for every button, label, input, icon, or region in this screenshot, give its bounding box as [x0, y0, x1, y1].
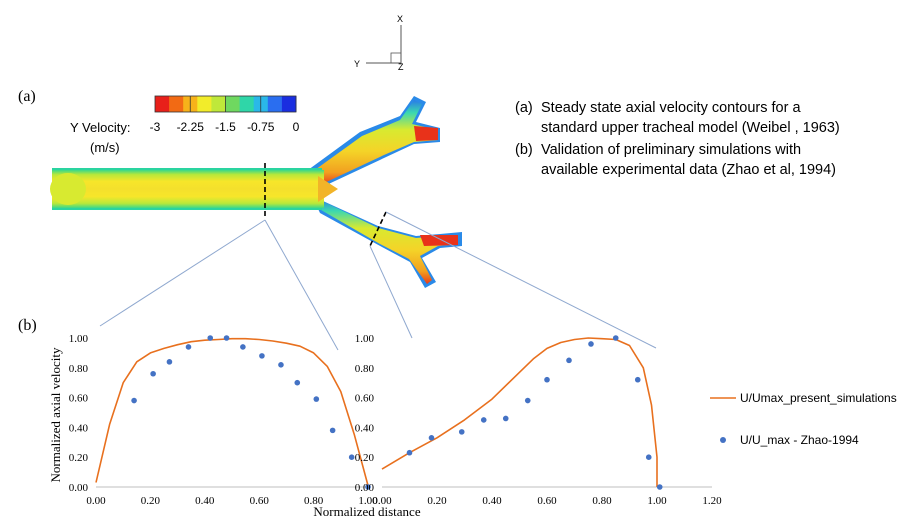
caption-item-b: (b) Validation of preliminary simulation… — [515, 140, 845, 180]
colorbar-cell — [267, 96, 283, 112]
caption-text-b: Validation of preliminary simulations wi… — [541, 142, 837, 178]
x-tick-label: 0.80 — [592, 495, 612, 507]
y-tick-label: 0.20 — [69, 452, 89, 464]
x-tick-label: 0.40 — [482, 495, 502, 507]
chart-left-ylabel: Normalized axial velocity — [48, 347, 63, 483]
panel-label-b: (b) — [18, 317, 37, 334]
y-tick-label: 0.00 — [355, 482, 375, 494]
x-tick-label: 0.60 — [537, 495, 557, 507]
series-point-experimental — [544, 376, 550, 383]
colorbar-cell — [239, 96, 255, 112]
y-tick-label: 1.00 — [355, 333, 375, 345]
x-tick-label: 0.60 — [250, 495, 270, 507]
axes-triad: X Y Z — [354, 14, 404, 72]
caption: (a) Steady state axial velocity contours… — [515, 98, 845, 182]
chart-left: 0.00 0.20 0.40 0.60 0.80 1.00 0.00 0.20 0.40 0.6… — [48, 333, 421, 519]
x-tick-label: 1.00 — [358, 495, 378, 507]
x-tick-label: 1.00 — [647, 495, 667, 507]
series-point-experimental — [502, 415, 509, 422]
series-point-experimental — [656, 484, 663, 490]
triad-x-label: X — [397, 14, 403, 24]
series-line-simulation — [381, 337, 658, 487]
series-point-experimental — [294, 379, 301, 386]
caption-item-a: (a) Steady state axial velocity contours… — [515, 98, 845, 138]
series-point-experimental — [278, 362, 284, 368]
colorbar-title: Y Velocity: — [70, 120, 130, 135]
series-point-experimental — [645, 454, 652, 461]
caption-tag-a: (a) — [515, 100, 533, 116]
y-tick-label: 0.80 — [355, 363, 375, 375]
colorbar-cell — [211, 96, 226, 112]
triad-z-label: Z — [398, 62, 404, 72]
colorbar-cell — [155, 96, 170, 112]
airway-contour-model — [50, 96, 657, 351]
x-tick-label: 1.20 — [702, 495, 722, 507]
colorbar-ticks: -3 -2.25 -1.5 -0.75 0 — [150, 120, 300, 134]
y-tick-label: 0.40 — [355, 422, 375, 434]
series-point-experimental — [259, 353, 265, 359]
series-point-experimental — [207, 335, 214, 341]
series-point-experimental — [634, 376, 641, 383]
colorbar-tick-label: -1.5 — [215, 120, 236, 134]
series-point-experimental — [480, 417, 487, 423]
x-tick-label: 0.40 — [195, 495, 215, 507]
legend-line-label: U/Umax_present_simulations — [740, 391, 897, 405]
colorbar: -3 -2.25 -1.5 -0.75 0 Y Velocity: (m/s) — [70, 95, 300, 155]
series-point-experimental — [612, 335, 619, 341]
y-tick-label: 0.60 — [69, 393, 89, 405]
series-point-experimental — [406, 449, 413, 456]
colorbar-tick-label: -3 — [150, 120, 161, 134]
series-point-experimental — [223, 335, 230, 341]
y-tick-label: 0.60 — [355, 393, 375, 405]
panel-label-a: (a) — [18, 88, 36, 105]
colorbar-frame — [154, 95, 297, 113]
colorbar-unit: (m/s) — [90, 140, 120, 155]
series-point-experimental — [240, 344, 246, 350]
series-point-experimental — [313, 396, 320, 402]
series-point-experimental — [458, 429, 465, 435]
colorbar-gradient — [154, 95, 297, 113]
chart-legend: U/Umax_present_simulations U/U_max - Zha… — [710, 391, 897, 447]
colorbar-cell — [197, 96, 212, 112]
y-tick-label: 0.40 — [69, 422, 89, 434]
colorbar-cell — [225, 96, 241, 112]
series-point-experimental — [566, 357, 572, 364]
x-tick-label: 0.00 — [372, 495, 392, 507]
section-line-branch — [369, 211, 387, 247]
x-tick-label: 0.20 — [141, 495, 161, 507]
series-point-experimental — [329, 427, 336, 434]
x-tick-label: 0.00 — [86, 495, 106, 507]
series-point-experimental — [166, 359, 173, 365]
triad-y-label: Y — [354, 59, 360, 69]
caption-text-a: Steady state axial velocity contours for… — [541, 100, 840, 136]
chart-left-xlabel: Normalized distance — [313, 504, 420, 519]
caption-tag-b: (b) — [515, 142, 533, 158]
colorbar-tick-label: -0.75 — [247, 120, 275, 134]
colorbar-cell — [169, 96, 184, 112]
series-point-experimental — [150, 370, 156, 377]
y-tick-label: 0.80 — [69, 363, 89, 375]
series-point-experimental — [131, 397, 137, 404]
legend-dot-label: U/U_max - Zhao-1994 — [740, 433, 859, 447]
series-point-experimental — [365, 484, 371, 490]
series-point-experimental — [185, 344, 192, 350]
colorbar-tick-label: 0 — [293, 120, 300, 134]
x-tick-label: 0.80 — [304, 495, 324, 507]
y-tick-label: 0.20 — [355, 452, 375, 464]
y-tick-label: 1.00 — [69, 333, 89, 345]
series-line-simulation — [95, 337, 369, 486]
colorbar-cell — [281, 96, 297, 112]
series-point-experimental — [348, 454, 355, 461]
x-tick-label: 0.20 — [427, 495, 447, 507]
chart-right: 0.00 0.20 0.40 0.60 0.80 1.00 1.20 0.00 0.20 0.4… — [355, 333, 722, 507]
colorbar-tick-label: -2.25 — [177, 120, 205, 134]
series-point-experimental — [524, 397, 531, 404]
y-tick-label: 0.00 — [69, 482, 89, 494]
series-point-experimental — [588, 341, 594, 347]
legend-dot-swatch — [720, 437, 726, 443]
series-point-experimental — [428, 435, 435, 441]
